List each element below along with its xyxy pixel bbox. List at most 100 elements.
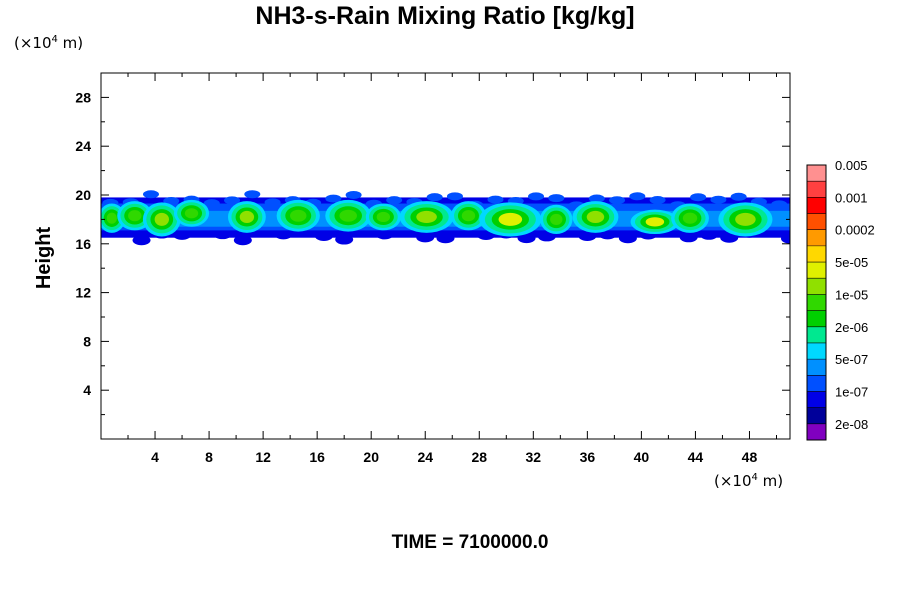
band-edge-top (345, 190, 362, 199)
contour-cell (718, 202, 773, 237)
chart-title: NH3-s-Rain Mixing Ratio [kg/kg] (255, 2, 635, 30)
band-edge-top (244, 190, 261, 199)
cell-level-10 (645, 217, 665, 227)
time-label: TIME = 7100000.0 (391, 532, 549, 553)
x-axis-unit: (×104 m) (714, 472, 783, 490)
band-edge-top (163, 196, 180, 205)
x-tick-label: 44 (688, 449, 704, 465)
colorbar-label: 0.001 (835, 190, 868, 205)
x-tick-label: 28 (471, 449, 487, 465)
colorbar: 2e-08 1e-07 5e-07 2e-06 1e-05 5e-05 0.0002 0.00… (806, 158, 875, 441)
colorbar-label: 1e-07 (835, 384, 868, 399)
cell-level-8 (184, 208, 199, 219)
band-edge-top (588, 194, 605, 203)
x-tick-label: 32 (526, 449, 542, 465)
y-axis: 4 8 12 16 20 24 28 (75, 89, 790, 416)
colorbar-swatch (807, 262, 826, 279)
colorbar-swatch (807, 423, 826, 440)
colorbar-swatch (807, 229, 826, 246)
y-tick-label: 8 (83, 333, 91, 349)
band-edge-top (730, 192, 747, 201)
cell-level-8 (128, 210, 142, 222)
cell-level-9 (586, 210, 605, 223)
band-edge-bottom (213, 229, 232, 240)
colorbar-swatch (807, 197, 826, 214)
y-unit-prefix: (×10 (14, 34, 52, 52)
cell-level-8 (339, 209, 357, 222)
colorbar-label: 2e-06 (835, 320, 868, 335)
band-edge-bottom (173, 229, 192, 240)
contour-field (101, 190, 790, 246)
band-edge-top (649, 196, 666, 205)
colorbar-swatch (807, 278, 826, 295)
colorbar-swatch (807, 165, 826, 182)
cell-level-8 (376, 211, 391, 223)
y-tick-label: 4 (83, 382, 91, 398)
colorbar-swatch (807, 375, 826, 392)
cell-level-8 (550, 213, 563, 225)
x-tick-label: 16 (309, 449, 325, 465)
colorbar-swatch (807, 391, 826, 408)
cell-level-10 (498, 212, 523, 226)
band-edge-bottom (720, 232, 739, 243)
band-edge-bottom (132, 235, 151, 246)
band-edge-bottom (699, 229, 718, 240)
band-edge-top (426, 193, 443, 202)
band-edge-bottom (335, 234, 354, 245)
contour-cell (173, 199, 210, 227)
y-tick-label: 24 (75, 138, 91, 154)
y-axis-label: Height (33, 227, 55, 290)
y-tick-label: 12 (75, 285, 91, 301)
band-edge-top (487, 195, 504, 204)
x-tick-label: 4 (151, 449, 159, 465)
colorbar-swatch (807, 359, 826, 376)
colorbar-label: 0.0002 (835, 223, 875, 238)
x-unit-prefix: (×10 (714, 472, 752, 490)
plot-frame (100, 72, 791, 440)
colorbar-swatch (807, 245, 826, 263)
contour-cell (630, 209, 680, 235)
plot-area (101, 73, 790, 439)
band-edge-bottom (233, 235, 252, 246)
colorbar-swatch (807, 213, 826, 230)
x-tick-label: 48 (742, 449, 758, 465)
colorbar-label: 2e-08 (835, 417, 868, 432)
band-edge-top (548, 194, 565, 203)
contour-cell (399, 201, 454, 233)
y-tick-label: 16 (75, 236, 91, 252)
colorbar-label: 1e-05 (835, 287, 868, 302)
y-unit-suffix: m) (57, 34, 84, 52)
band-edge-bottom (679, 232, 698, 243)
band-edge-bottom (618, 233, 637, 244)
x-tick-label: 24 (417, 449, 433, 465)
x-tick-label: 36 (580, 449, 596, 465)
y-axis-unit: (×104 m) (14, 34, 83, 52)
cell-level-8 (461, 210, 476, 222)
x-tick-label: 8 (205, 449, 213, 465)
band-edge-top (690, 193, 707, 202)
y-tick-label: 28 (75, 89, 91, 105)
colorbar-frame (806, 164, 827, 441)
colorbar-label: 5e-05 (835, 255, 868, 270)
band-edge-bottom (517, 233, 536, 244)
cell-level-9 (239, 210, 255, 223)
contour-cell (479, 202, 542, 237)
band-edge-bottom (436, 233, 455, 244)
x-tick-label: 20 (363, 449, 379, 465)
cell-level-8 (290, 209, 307, 222)
contour-cell (142, 202, 181, 237)
contour-cell (365, 203, 401, 231)
y-unit-exponent: 4 (51, 34, 58, 45)
x-tick-label: 12 (255, 449, 271, 465)
x-unit-suffix: m) (757, 472, 784, 490)
band-edge-top (142, 190, 159, 199)
y-tick-label: 20 (75, 187, 91, 203)
band-edge-bottom (537, 231, 556, 242)
contour-cell (276, 199, 320, 232)
band-edge-bottom (781, 233, 790, 244)
colorbar-label: 0.005 (835, 158, 868, 173)
x-axis: 4 8 12 16 20 24 28 32 36 40 44 48 (127, 73, 777, 465)
band-edge-top (629, 192, 646, 201)
band-edge-top (446, 192, 463, 201)
contour-cell (325, 199, 372, 232)
